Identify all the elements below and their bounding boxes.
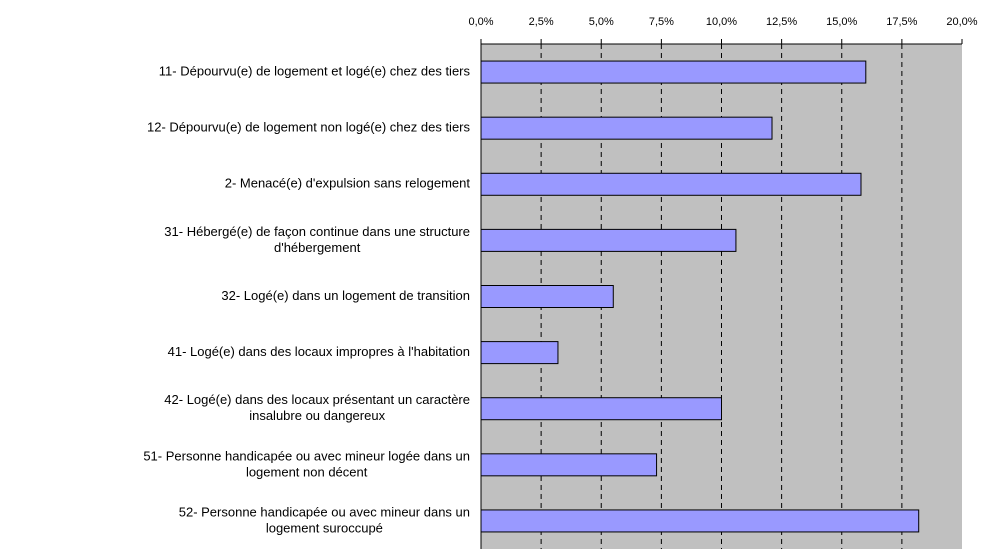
bar: [480, 60, 867, 84]
bar: [480, 116, 773, 140]
bar: [480, 397, 722, 421]
bar: [480, 453, 658, 477]
y-tick-label: 41- Logé(e) dans des locaux impropres à …: [168, 344, 470, 359]
x-tick-label: 12,5%: [766, 16, 797, 28]
bar: [480, 172, 862, 196]
bar: [480, 285, 614, 308]
y-tick-label: 11- Dépourvu(e) de logement et logé(e) c…: [159, 63, 471, 78]
y-tick-label: 42- Logé(e) dans des locaux présentant u…: [164, 392, 470, 407]
y-tick-label: d'hébergement: [274, 240, 361, 255]
y-tick-label: 51- Personne handicapée ou avec mineur l…: [143, 448, 470, 463]
y-tick-label: logement non décent: [246, 464, 368, 479]
y-tick-label: 12- Dépourvu(e) de logement non logé(e) …: [147, 120, 471, 135]
x-tick-label: 15,0%: [826, 16, 857, 28]
bar: [480, 228, 737, 252]
y-tick-label: 2- Menacé(e) d'expulsion sans relogement: [225, 176, 471, 191]
x-tick-label: 17,5%: [886, 16, 917, 28]
x-tick-label: 0,0%: [468, 16, 493, 28]
x-tick-label: 10,0%: [706, 16, 737, 28]
x-tick-label: 2,5%: [529, 16, 554, 28]
y-tick-label: logement suroccupé: [266, 520, 383, 535]
bar: [480, 341, 559, 365]
y-tick-label: 52- Personne handicapée ou avec mineur d…: [179, 504, 470, 519]
y-tick-label: 32- Logé(e) dans un logement de transiti…: [221, 288, 470, 303]
y-tick-label: 31- Hébergé(e) de façon continue dans un…: [164, 224, 470, 239]
y-tick-label: insalubre ou dangereux: [249, 408, 385, 423]
bar: [480, 509, 920, 533]
x-tick-label: 7,5%: [649, 16, 674, 28]
x-tick-label: 5,0%: [589, 16, 614, 28]
x-tick-label: 20,0%: [946, 16, 977, 28]
